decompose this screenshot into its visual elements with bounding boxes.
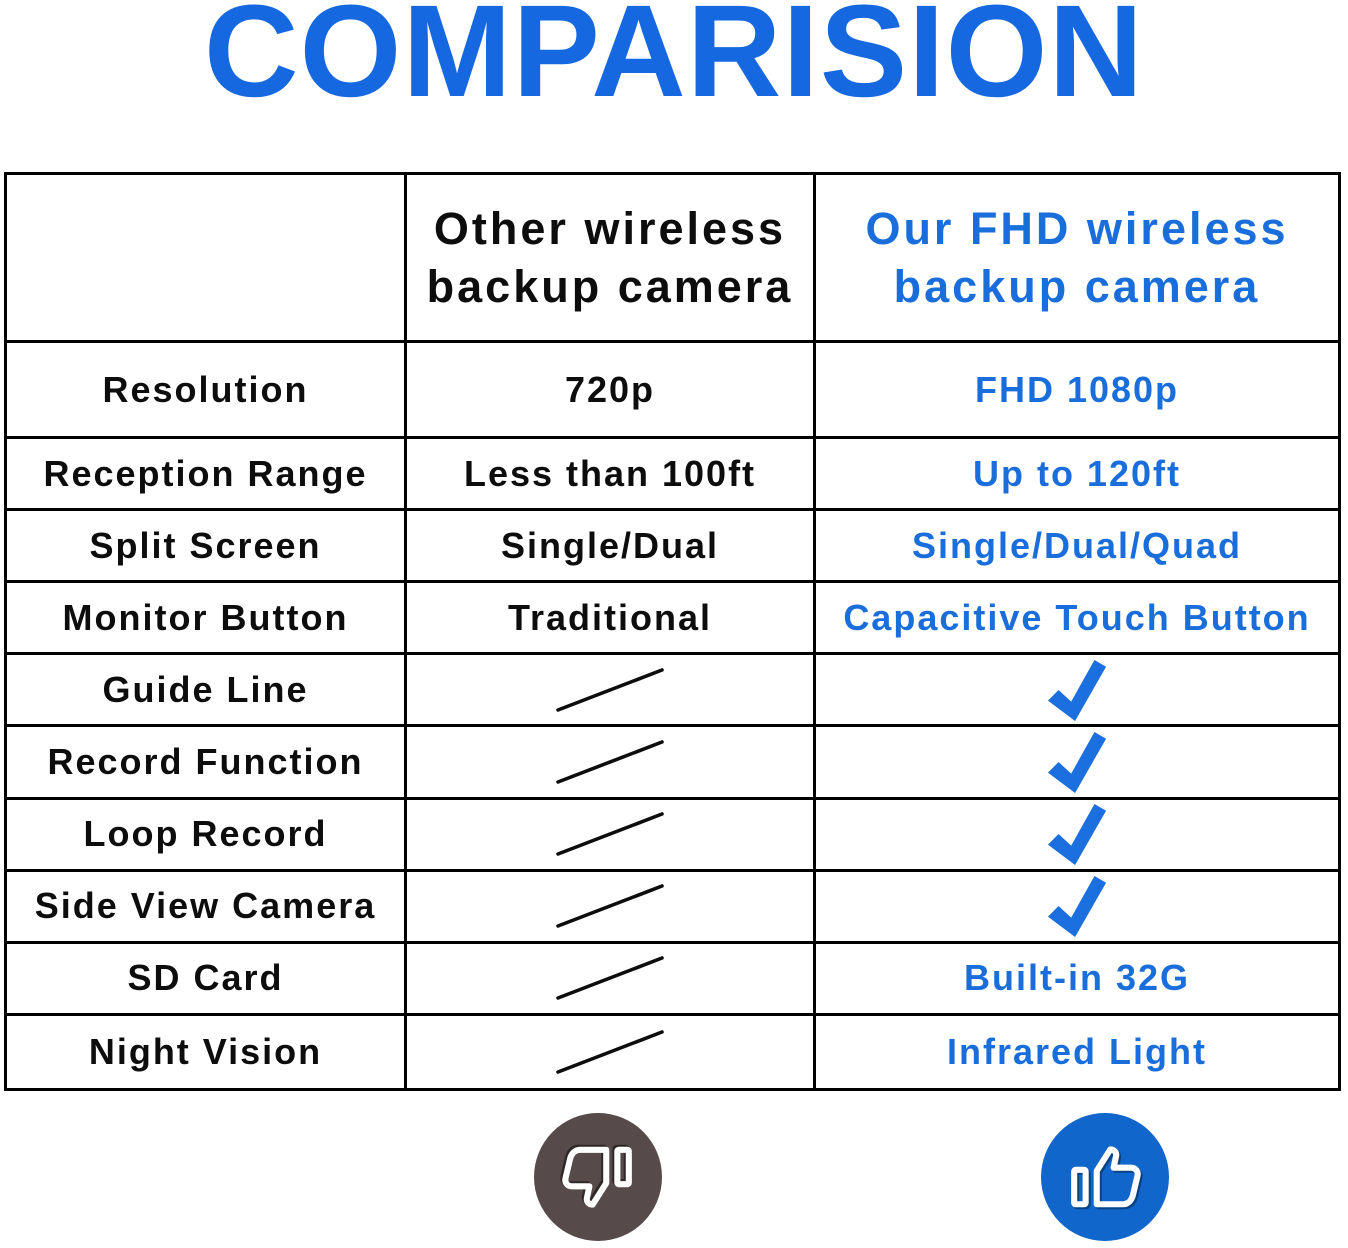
ours-value: Built-in 32G	[816, 944, 1338, 1016]
check-icon	[1047, 876, 1107, 938]
slash-cell	[407, 943, 816, 1016]
slash-cell	[407, 655, 816, 728]
slash-icon	[556, 740, 664, 784]
check-cell	[816, 727, 1338, 800]
header-other-cell: Other wireless backup camera	[407, 175, 816, 343]
slash-icon	[556, 884, 664, 929]
slash-icon	[556, 956, 664, 1001]
feature-label: Split Screen	[7, 511, 407, 584]
other-value: 720p	[407, 343, 816, 439]
feature-label: Record Function	[7, 727, 407, 800]
check-icon	[1047, 804, 1107, 866]
check-icon	[1047, 659, 1107, 721]
header-ours-cell: Our FHD wireless backup camera	[816, 175, 1338, 343]
check-cell	[816, 800, 1338, 872]
feature-label: Loop Record	[7, 799, 407, 872]
feature-label: Resolution	[7, 343, 407, 439]
thumbs-up-icon	[1071, 1146, 1143, 1210]
feature-label: Side View Camera	[7, 871, 407, 944]
other-value: Traditional	[407, 583, 816, 656]
page-title: COMPARISION	[203, 0, 1145, 124]
feature-label: Guide Line	[7, 655, 407, 728]
thumbs-down-badge	[534, 1113, 662, 1241]
slash-cell	[407, 871, 816, 944]
feature-label: Monitor Button	[7, 583, 407, 656]
slash-cell	[407, 799, 816, 872]
ours-value: FHD 1080p	[816, 343, 1338, 439]
thumbs-down-icon	[560, 1144, 632, 1208]
check-icon	[1047, 731, 1107, 794]
ours-value: Infrared Light	[947, 1030, 1207, 1072]
feature-label: Night Vision	[7, 1015, 407, 1088]
slash-icon	[556, 812, 664, 856]
comparison-table: Other wireless backup camera Our FHD wir…	[4, 172, 1341, 1091]
slash-icon	[556, 668, 664, 712]
thumbs-up-badge	[1041, 1113, 1169, 1241]
feature-label: SD Card	[7, 943, 407, 1016]
slash-icon	[556, 1030, 664, 1074]
header-feature-cell	[7, 175, 407, 343]
other-value: Single/Dual	[407, 511, 816, 584]
ours-value: Capacitive Touch Button	[816, 583, 1338, 656]
ours-value: Single/Dual/Quad	[816, 511, 1338, 584]
check-cell	[816, 872, 1338, 944]
check-cell	[816, 655, 1338, 728]
slash-cell	[407, 727, 816, 800]
other-value: Less than 100ft	[407, 439, 816, 512]
slash-cell	[407, 1015, 816, 1088]
feature-label: Reception Range	[7, 439, 407, 512]
ours-value: Up to 120ft	[816, 439, 1338, 512]
